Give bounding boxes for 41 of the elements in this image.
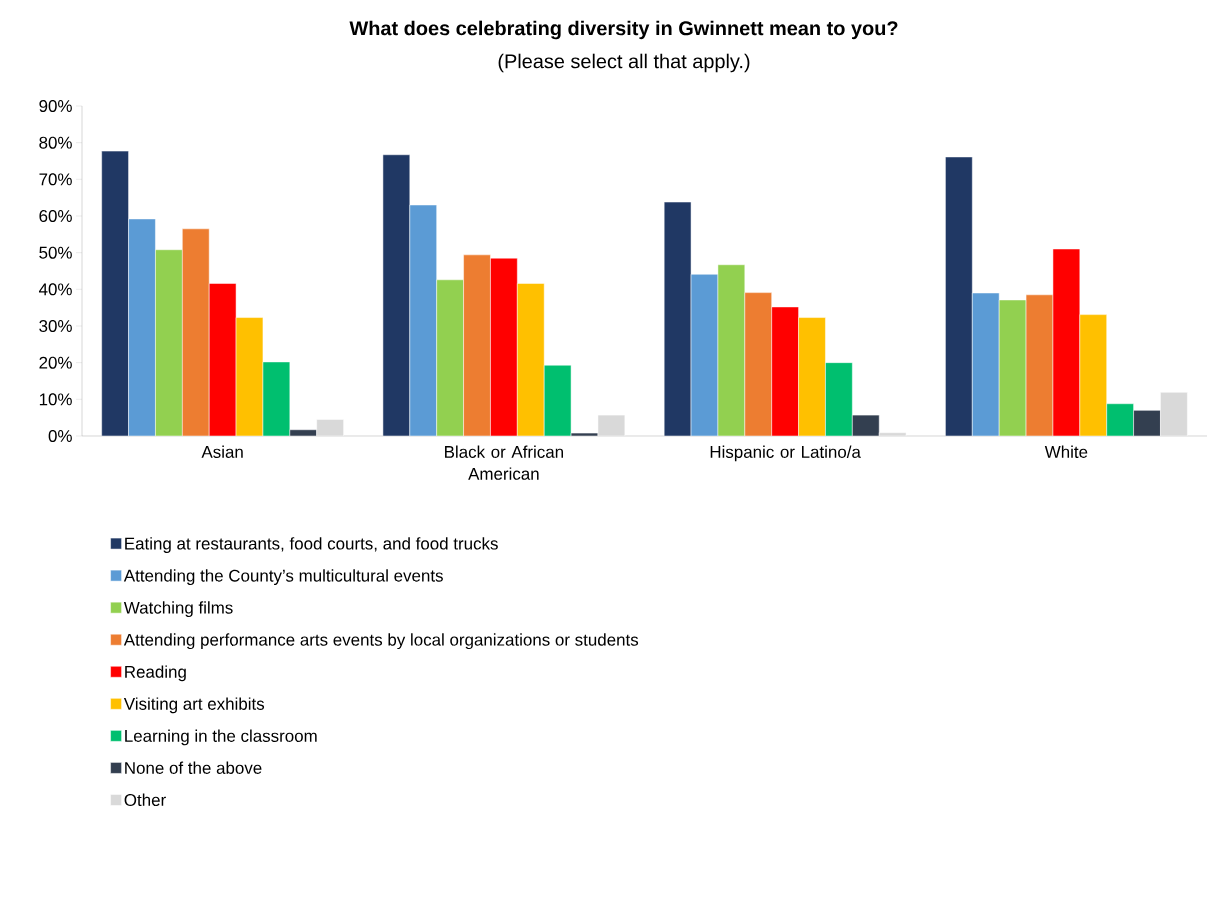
legend-label: Attending the County’s multicultural events <box>123 569 443 586</box>
bar <box>235 317 264 436</box>
bar <box>1025 294 1054 436</box>
x-tick-label: White <box>1044 445 1088 458</box>
bar <box>382 154 411 436</box>
y-tick-label: 10% <box>39 393 72 406</box>
y-tick-label: 80% <box>39 136 72 149</box>
bar <box>517 283 545 436</box>
legend-label: Visiting art exhibits <box>123 697 265 714</box>
y-tick-label: 70% <box>39 173 72 186</box>
bar <box>744 292 772 436</box>
bar <box>663 201 692 436</box>
chart-title: What does celebrating diversity in Gwinnett mean to you? <box>349 20 898 40</box>
y-tick-label: 40% <box>38 283 72 296</box>
bar <box>945 156 973 436</box>
legend-label: Reading <box>125 665 186 682</box>
y-tick-label: 90% <box>39 100 72 112</box>
y-tick-label: 50% <box>39 246 72 259</box>
legend-label: None of the above <box>125 761 262 774</box>
y-tick-label: 60% <box>39 210 72 222</box>
y-tick-label: 0% <box>48 429 72 442</box>
x-tick-label: Asian <box>201 445 243 458</box>
y-tick-label: 20% <box>39 356 72 369</box>
chart-subtitle: (Please select all that apply.) <box>498 53 750 73</box>
bar <box>101 150 129 436</box>
legend-label: Attending performance arts events by local organizations or students <box>123 633 639 650</box>
x-tick-label: Hispanic or Latino/a <box>710 445 861 462</box>
legend-label: Watching films <box>123 601 233 618</box>
bar <box>1079 314 1107 436</box>
legend-label: Learning in the classroom <box>125 729 317 746</box>
bar <box>798 317 826 436</box>
legend-label: Other <box>124 793 166 807</box>
bar <box>490 257 518 436</box>
bar <box>771 306 799 436</box>
bar <box>208 283 237 436</box>
bar <box>1052 248 1081 436</box>
bar <box>463 254 491 436</box>
x-tick-label: Black or African American <box>445 445 563 480</box>
y-tick-label: 30% <box>39 319 72 332</box>
bar <box>182 228 210 436</box>
legend-label: Eating at restaurants, food courts, and food trucks <box>125 537 498 553</box>
